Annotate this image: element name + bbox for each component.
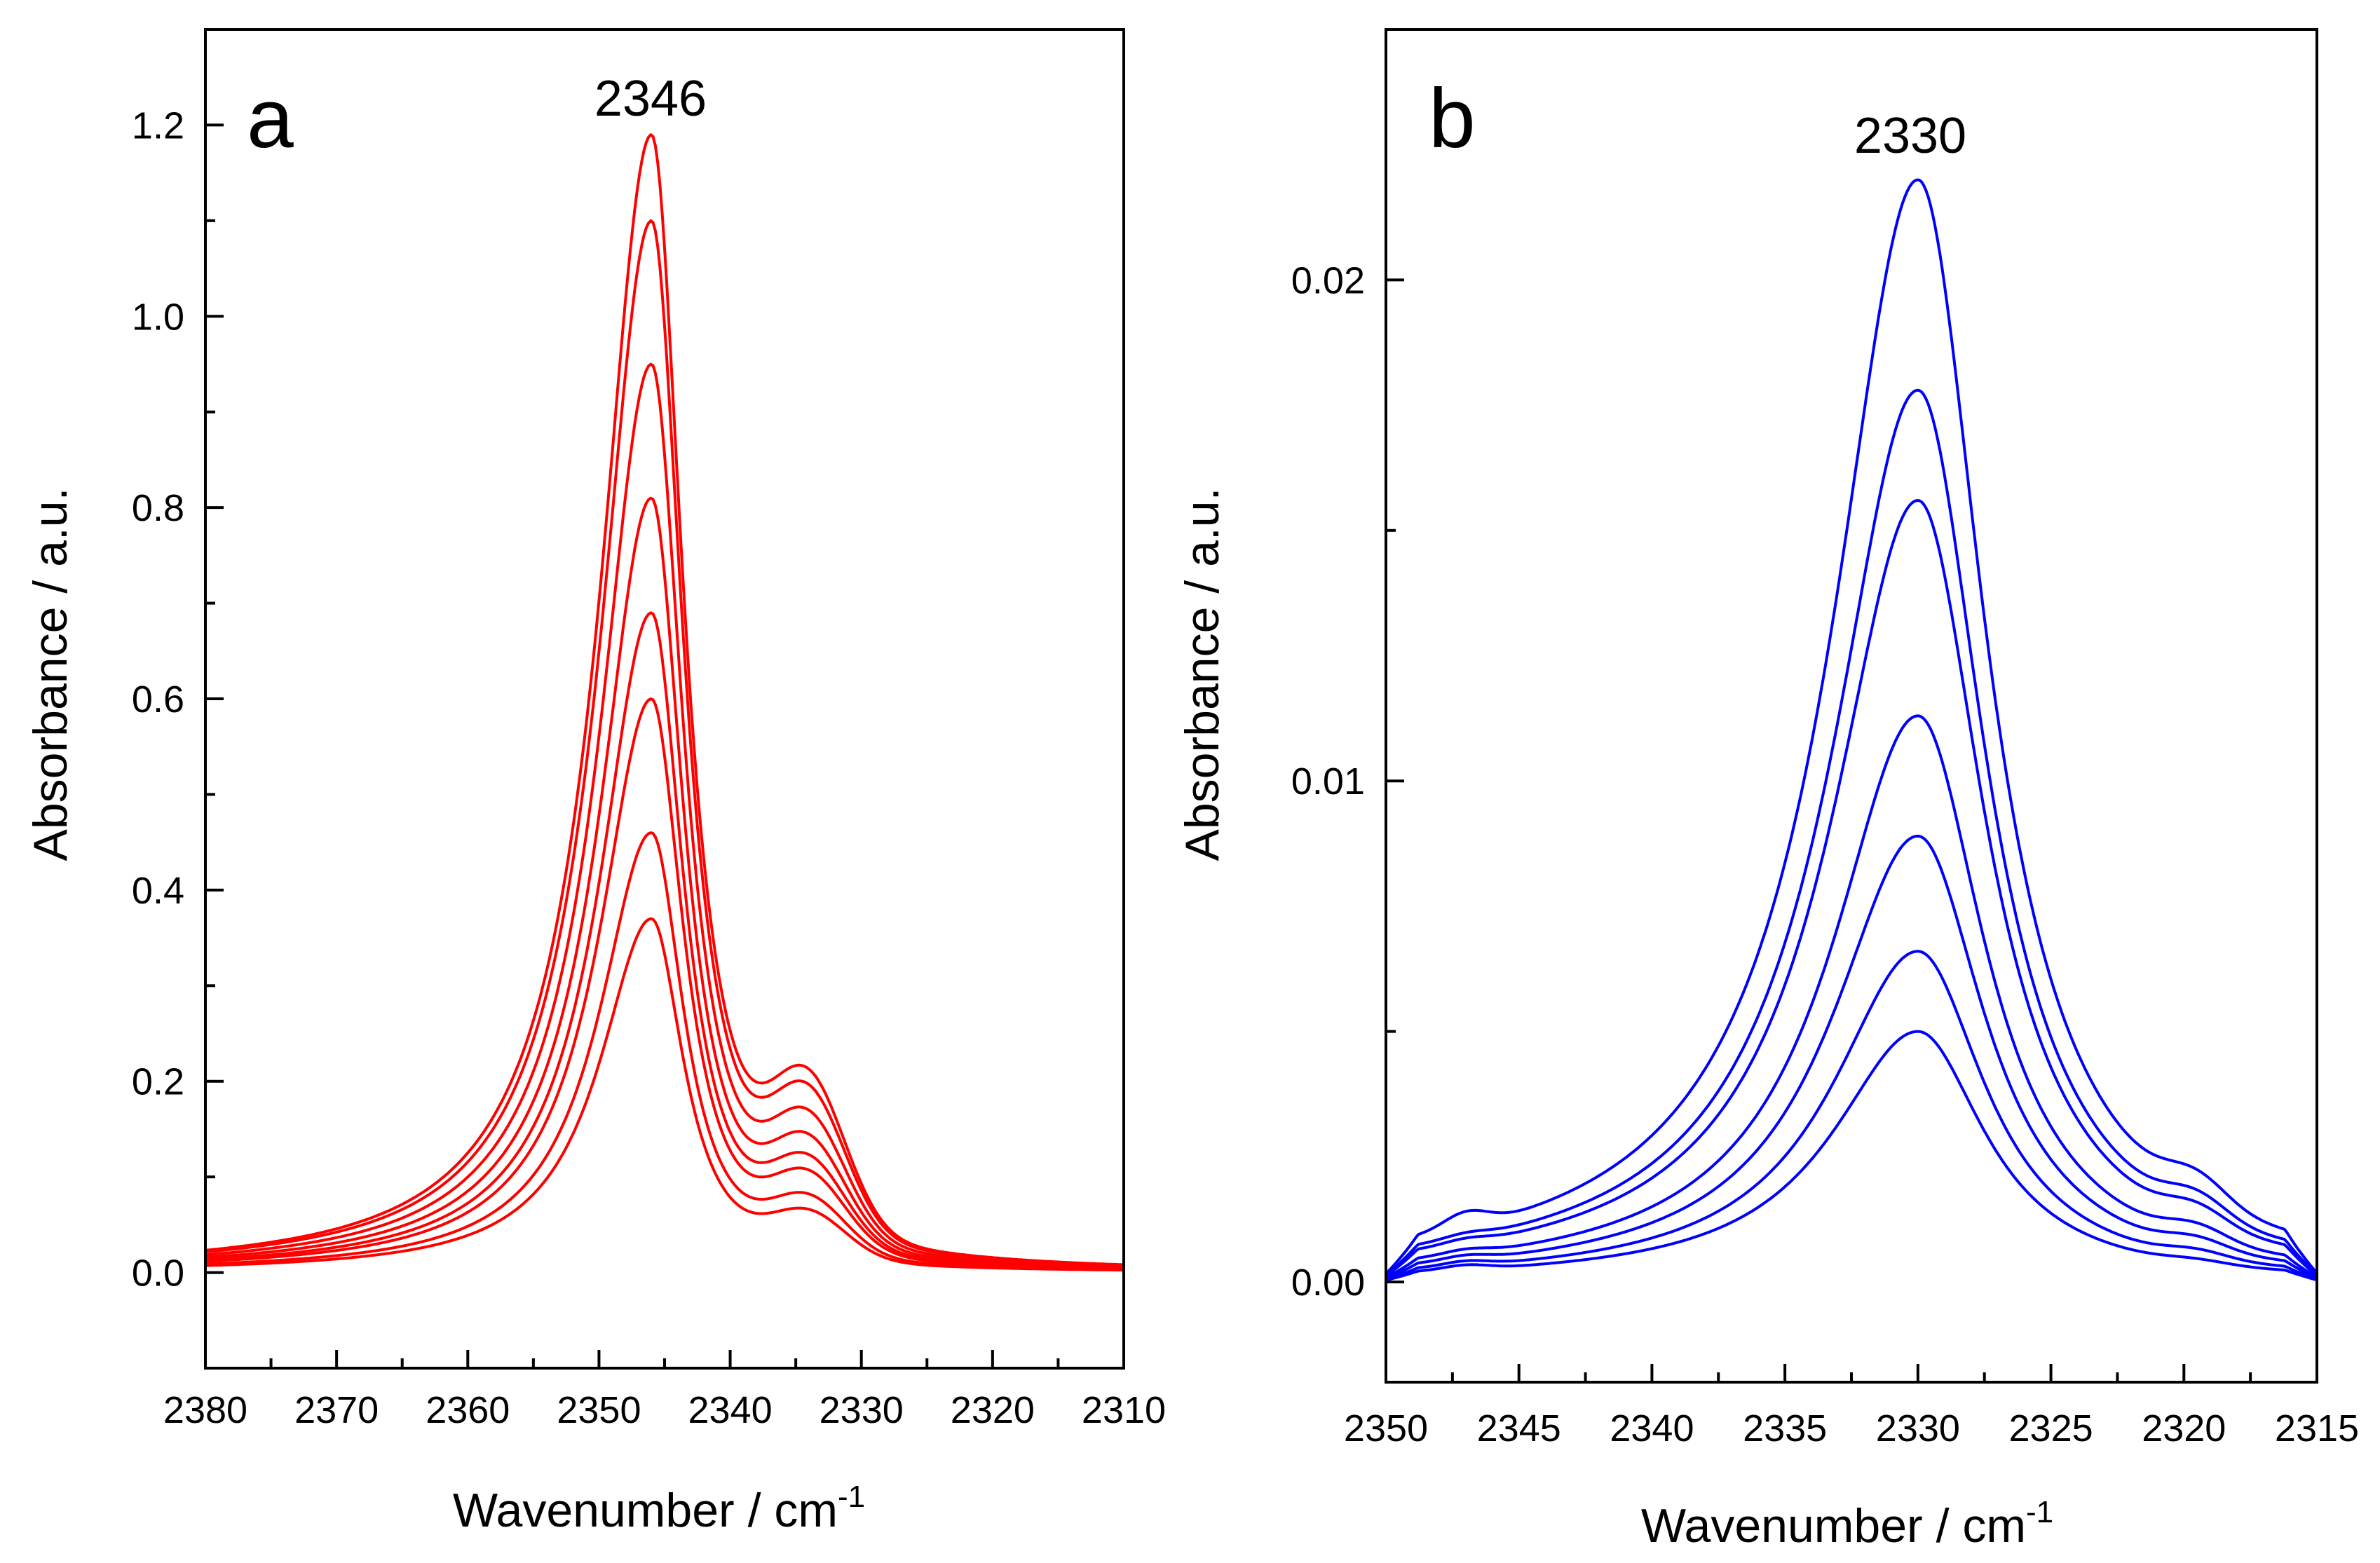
- y-tick-label-a-1: 0.2: [132, 1061, 184, 1103]
- panel-b: 2350 2345 2340 2335 2330 2325 2320 2315 0.00 0.01…: [1176, 28, 2359, 1552]
- x-axis-label-a-main: Wavenumber / cm: [453, 1484, 838, 1537]
- series-line-b-1: [1385, 178, 2318, 1275]
- panel-label-a: a: [247, 71, 294, 165]
- panel-a: 2380 2370 2360 2350 2340 2330 2320 2310 0.0 0.2 0.…: [24, 28, 1166, 1537]
- x-tick-label-a-4: 2340: [688, 1389, 773, 1431]
- x-axis-label-a-sup: -1: [838, 1480, 865, 1514]
- y-tick-label-a-2: 0.4: [132, 870, 184, 912]
- series-line-b-5: [1385, 834, 2318, 1281]
- x-tick-label-a-3: 2350: [557, 1389, 641, 1431]
- y-tick-label-a-0: 0.0: [132, 1253, 184, 1295]
- series-line-a-4: [205, 496, 1124, 1269]
- ticks-b: 2350 2345 2340 2335 2330 2325 2320 2315 0.00 0.01…: [1291, 28, 2359, 1449]
- x-tick-label-b-0: 2350: [1344, 1407, 1428, 1449]
- x-tick-label-a-0: 2380: [163, 1389, 247, 1431]
- x-tick-label-b-7: 2315: [2275, 1407, 2359, 1449]
- series-line-a-6: [205, 697, 1124, 1270]
- series-line-a-8: [205, 917, 1124, 1272]
- peak-annotation-a: 2346: [594, 71, 707, 127]
- y-tick-label-a-6: 1.2: [132, 104, 184, 146]
- y-axis-label-a: Absorbance / a.u.: [24, 487, 77, 861]
- x-tick-label-b-4: 2330: [1876, 1407, 1960, 1449]
- y-tick-label-a-5: 1.0: [132, 296, 184, 338]
- series-line-b-4: [1385, 714, 2318, 1279]
- series-line-a-3: [205, 362, 1124, 1268]
- x-tick-label-b-1: 2345: [1477, 1407, 1561, 1449]
- series-line-b-3: [1385, 499, 2318, 1278]
- x-tick-label-a-6: 2320: [951, 1389, 1035, 1431]
- x-tick-label-a-1: 2370: [294, 1389, 379, 1431]
- plot-frame-b: [1385, 28, 2318, 1384]
- x-axis-label-a: Wavenumber / cm-1: [453, 1480, 865, 1537]
- x-tick-label-b-6: 2320: [2142, 1407, 2226, 1449]
- x-tick-label-b-2: 2340: [1610, 1407, 1694, 1449]
- x-tick-label-a-5: 2330: [820, 1389, 904, 1431]
- ticks-a: 2380 2370 2360 2350 2340 2330 2320 2310 0.0 0.2 0.…: [132, 28, 1166, 1431]
- series-line-b-2: [1385, 388, 2318, 1277]
- y-axis-label-b: Absorbance / a.u.: [1176, 487, 1229, 861]
- x-tick-label-b-3: 2335: [1743, 1407, 1827, 1449]
- x-tick-label-a-2: 2360: [426, 1389, 510, 1431]
- y-tick-label-b-2: 0.02: [1291, 259, 1365, 301]
- series-line-a-5: [205, 611, 1124, 1270]
- peak-annotation-b: 2330: [1854, 108, 1966, 164]
- y-tick-label-b-1: 0.01: [1291, 760, 1365, 803]
- y-tick-label-a-4: 0.8: [132, 487, 184, 529]
- panel-label-b: b: [1429, 71, 1476, 165]
- series-line-b-6: [1385, 950, 2318, 1281]
- y-tick-label-b-0: 0.00: [1291, 1262, 1365, 1304]
- x-axis-label-b-main: Wavenumber / cm: [1641, 1499, 2026, 1552]
- x-axis-label-b: Wavenumber / cm-1: [1641, 1495, 2053, 1552]
- y-tick-label-a-3: 0.6: [132, 678, 184, 721]
- x-tick-label-b-5: 2325: [2009, 1407, 2093, 1449]
- series-line-b-7: [1385, 1030, 2318, 1282]
- series-line-a-7: [205, 831, 1124, 1271]
- x-tick-label-a-7: 2310: [1082, 1389, 1166, 1431]
- x-axis-label-b-sup: -1: [2026, 1495, 2053, 1529]
- series-line-a-2: [205, 219, 1124, 1267]
- series-line-a-1: [205, 133, 1124, 1267]
- series-group-a: [205, 133, 1124, 1272]
- series-group-b: [1385, 178, 2318, 1282]
